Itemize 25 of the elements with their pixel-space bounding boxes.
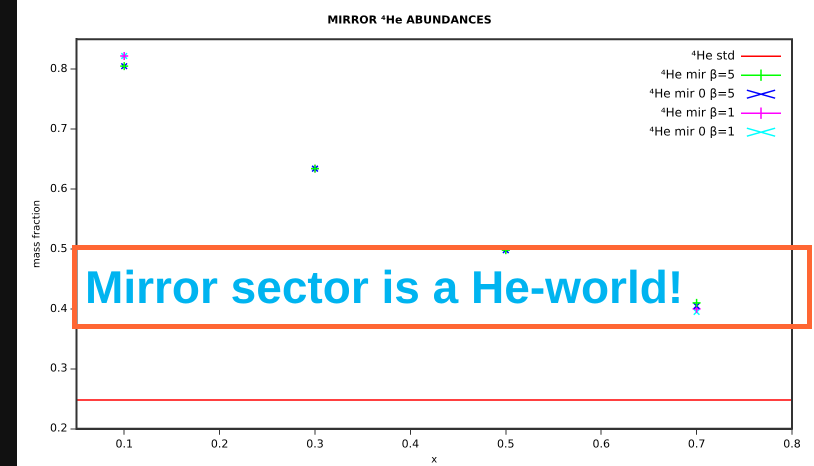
y-axis-title: mass fraction — [32, 200, 43, 268]
legend-label: ⁴He mir β=1 — [660, 105, 735, 120]
y-tick-label: 0.5 — [50, 242, 68, 255]
x-tick-label: 0.6 — [592, 437, 610, 450]
x-tick-label: 0.1 — [115, 437, 133, 450]
chart-title: MIRROR ⁴He ABUNDANCES — [327, 13, 492, 26]
point — [692, 298, 702, 308]
legend-label: ⁴He mir 0 β=1 — [649, 124, 735, 138]
x-tick-label: 0.4 — [402, 437, 420, 450]
x-tick-label: 0.7 — [688, 437, 706, 450]
x-tick-label: 0.5 — [497, 437, 515, 450]
y-tick-label: 0.7 — [50, 122, 68, 135]
legend-label: ⁴He mir 0 β=5 — [649, 86, 735, 100]
y-tick-label: 0.2 — [50, 422, 68, 435]
x-axis-title: x — [431, 454, 438, 466]
legend-label: ⁴He mir β=5 — [660, 67, 735, 82]
legend-label: ⁴He std — [691, 48, 735, 62]
annotation: Mirror sector is a He-world! — [72, 245, 812, 329]
y-tick-label: 0.6 — [50, 182, 68, 195]
y-tick-label: 0.3 — [50, 362, 68, 375]
x-tick-label: 0.3 — [306, 437, 324, 450]
x-tick-label: 0.2 — [210, 437, 228, 450]
y-tick-label: 0.8 — [50, 62, 68, 76]
y-tick-label: 0.4 — [50, 302, 68, 315]
x-tick-label: 0.8 — [783, 437, 801, 450]
